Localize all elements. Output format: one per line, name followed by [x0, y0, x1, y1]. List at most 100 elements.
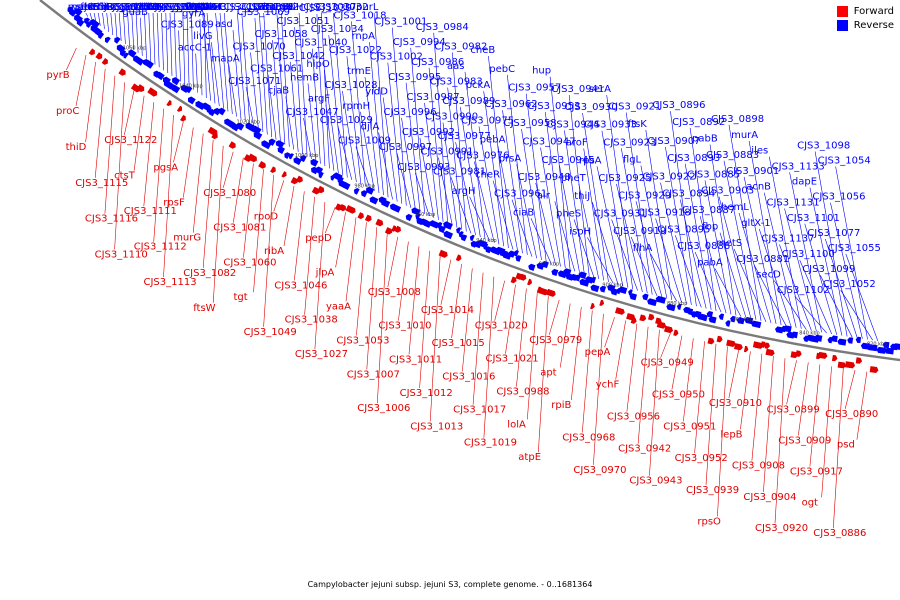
reverse-leader-line: [675, 235, 702, 308]
forward-gene-label: CJS3_1110: [95, 249, 148, 260]
reverse-gene-label: flgR: [185, 2, 205, 13]
reverse-leader-line: [307, 83, 317, 162]
reverse-gene-arrow: [578, 271, 587, 279]
reverse-leader-line: [346, 56, 362, 185]
reverse-gene-label: CJS3_0995: [388, 72, 441, 83]
reverse-leader-line: [478, 126, 500, 245]
forward-leader-line: [637, 326, 649, 444]
reverse-gene-label: CJS3_0929: [618, 190, 671, 201]
forward-leader-line: [85, 61, 96, 143]
reverse-gene-label: CJS3_1133: [772, 161, 825, 172]
forward-leader-line: [283, 185, 295, 246]
reverse-gene-label: livK: [198, 2, 216, 13]
reverse-leader-line: [774, 280, 807, 330]
reverse-gene-arrow: [218, 107, 226, 116]
forward-leader-line: [398, 241, 409, 321]
forward-leader-line: [366, 227, 378, 370]
reverse-gene-arrow: [128, 49, 137, 58]
forward-leader-line: [133, 95, 145, 171]
reverse-gene-label: CJS3_0947: [523, 137, 576, 148]
forward-leader-line: [173, 121, 184, 163]
forward-gene-arrow: [510, 276, 517, 284]
reverse-gene-arrow: [628, 289, 633, 296]
reverse-gene-label: thiG: [139, 2, 160, 13]
forward-leader-line: [763, 355, 774, 493]
forward-leader-line: [548, 299, 560, 335]
reverse-gene-label: CJS3_1099: [802, 264, 855, 275]
forward-leader-line: [671, 335, 683, 390]
reverse-leader-line: [178, 30, 181, 82]
reverse-gene-label: CJS3_0944: [546, 119, 599, 130]
genome-caption: Campylobacter jejuni subsp. jejuni S3, c…: [307, 580, 593, 589]
reverse-gene-arrow: [513, 250, 519, 257]
reverse-gene-label: pheS: [556, 209, 581, 220]
forward-gene-arrow: [290, 177, 298, 185]
reverse-gene-arrow: [94, 28, 103, 37]
reverse-gene-label: cheR: [475, 170, 500, 181]
reverse-gene-label: CJS3_1009: [338, 136, 391, 147]
reverse-gene-label: CJS3_0887: [682, 205, 735, 216]
forward-gene-label: CJS3_0909: [778, 435, 831, 446]
reverse-gene-label: ispH: [569, 226, 591, 237]
reverse-leader-line: [758, 228, 792, 327]
forward-gene-label: CJS3_1016: [442, 371, 495, 382]
reverse-gene-label: CJS3_0945: [542, 155, 595, 166]
reverse-leader-line: [845, 253, 879, 342]
forward-gene-label: CJS3_1021: [486, 354, 539, 365]
forward-gene-label: CJS3_0943: [629, 476, 682, 487]
reverse-leader-line: [492, 180, 514, 250]
reverse-leader-line: [789, 172, 822, 333]
reverse-gene-arrow: [251, 125, 262, 135]
reverse-gene-arrow: [847, 337, 854, 344]
reverse-gene-label: CJS3_1002: [370, 52, 423, 63]
forward-leader-line: [212, 145, 224, 303]
forward-gene-label: rpoD: [254, 211, 279, 222]
reverse-gene-arrow: [528, 263, 536, 271]
forward-gene-arrow: [656, 321, 667, 329]
reverse-leader-line: [206, 12, 216, 104]
forward-gene-arrow: [546, 288, 556, 297]
forward-gene-label: CJS3_1122: [104, 135, 157, 146]
scale-tick-label: 980 kbp: [354, 184, 374, 190]
reverse-gene-label: mapA: [211, 54, 240, 65]
reverse-gene-arrow: [551, 268, 559, 276]
reverse-gene-label: CJS3_0977: [438, 131, 491, 142]
reverse-leader-line: [488, 55, 509, 249]
reverse-leader-line: [814, 151, 848, 337]
forward-gene-arrow: [130, 83, 141, 93]
reverse-gene-label: CJS3_1084: [169, 2, 222, 13]
forward-leader-line: [304, 196, 315, 315]
reverse-gene-label: secD: [756, 270, 781, 281]
reverse-gene-arrow: [123, 52, 129, 59]
forward-gene-arrow: [707, 337, 715, 345]
forward-gene-label: CJS3_1020: [475, 321, 528, 332]
reverse-leader-line: [645, 129, 673, 300]
forward-leader-line: [626, 323, 638, 412]
reverse-gene-arrow: [391, 204, 402, 213]
reverse-leader-line: [351, 21, 366, 187]
genome-backbone-arc: [39, 0, 900, 362]
reverse-gene-label: CJS3_0921: [608, 102, 661, 113]
reverse-gene-label: hup: [532, 66, 551, 77]
reverse-gene-label: CJS3_0976: [456, 151, 509, 162]
reverse-gene-label: acnB: [746, 182, 771, 193]
reverse-leader-line: [679, 199, 707, 309]
forward-gene-label: CJS3_1013: [410, 421, 463, 432]
reverse-leader-line: [211, 42, 220, 107]
reverse-leader-line: [382, 97, 398, 202]
forward-leader-line: [294, 191, 305, 281]
reverse-leader-line: [360, 111, 375, 191]
reverse-leader-line: [516, 164, 537, 259]
reverse-leader-line: [455, 142, 476, 236]
reverse-leader-line: [564, 130, 585, 275]
reverse-leader-line: [219, 12, 229, 112]
reverse-gene-label: thiS: [131, 2, 150, 13]
reverse-gene-label: CJS3_0930: [565, 102, 618, 113]
reverse-gene-label: CJS3_0982: [434, 42, 487, 53]
forward-gene-arrow: [639, 314, 647, 322]
reverse-gene-label: CJS3_0986: [411, 57, 464, 68]
forward-leader-line: [183, 127, 194, 198]
reverse-leader-line: [161, 12, 164, 71]
forward-gene-arrow: [339, 204, 347, 212]
